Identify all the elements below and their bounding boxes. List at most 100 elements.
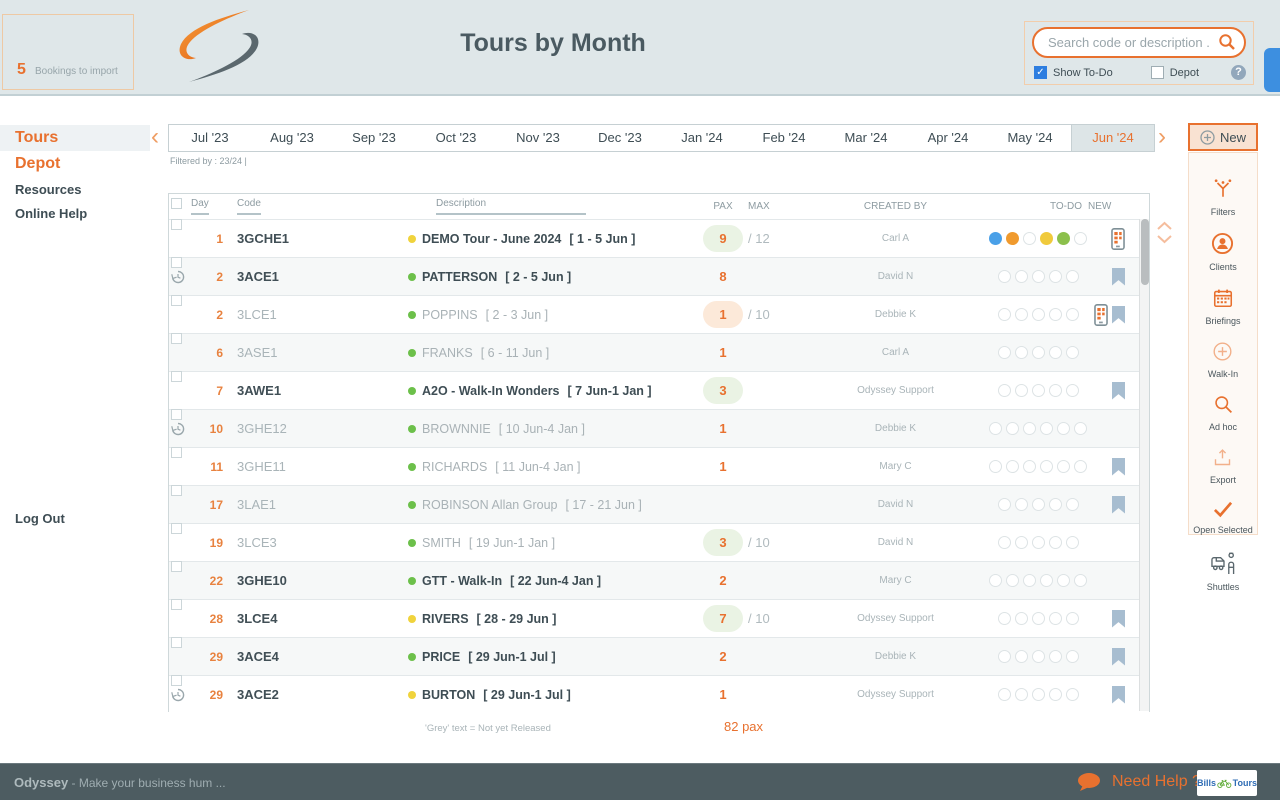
months-prev-icon[interactable]: ‹ bbox=[151, 123, 159, 150]
month-tab[interactable]: Dec '23 bbox=[598, 130, 642, 145]
todo-dot[interactable] bbox=[989, 422, 1002, 435]
todo-dot[interactable] bbox=[1048, 536, 1062, 549]
todo-dot[interactable] bbox=[1014, 498, 1028, 511]
todo-dot[interactable] bbox=[1040, 460, 1053, 473]
todo-dot[interactable] bbox=[1014, 270, 1028, 283]
table-row[interactable]: 6 3ASE1 FRANKS[ 6 - 11 Jun ] 1 Carl A bbox=[169, 333, 1149, 371]
bookmark-icon[interactable] bbox=[1112, 457, 1125, 476]
todo-dot[interactable] bbox=[1057, 574, 1070, 587]
col-header-day[interactable]: Day bbox=[191, 198, 223, 215]
todo-dot[interactable] bbox=[989, 460, 1002, 473]
tool-filters[interactable]: Filters bbox=[1211, 177, 1235, 217]
table-row[interactable]: 29 3ACE4 PRICE[ 29 Jun-1 Jul ] 2 Debbie K bbox=[169, 637, 1149, 675]
todo-dot[interactable] bbox=[997, 308, 1011, 321]
col-header-code[interactable]: Code bbox=[223, 198, 408, 215]
todo-dot[interactable] bbox=[1074, 460, 1087, 473]
depot-checkbox[interactable] bbox=[1150, 66, 1164, 79]
bookmark-icon[interactable] bbox=[1112, 647, 1125, 666]
todo-dot[interactable] bbox=[1014, 612, 1028, 625]
todo-dot[interactable] bbox=[997, 270, 1011, 283]
month-tab[interactable]: Jun '24 bbox=[1071, 125, 1154, 151]
todo-dot[interactable] bbox=[1031, 270, 1045, 283]
todo-dot[interactable] bbox=[1031, 308, 1045, 321]
todo-dot[interactable] bbox=[1048, 384, 1062, 397]
todo-dot[interactable] bbox=[1031, 650, 1045, 663]
search-icon[interactable] bbox=[1218, 33, 1236, 56]
todo-dot[interactable] bbox=[1023, 574, 1036, 587]
todo-dot[interactable] bbox=[1014, 346, 1028, 359]
row-checkbox[interactable] bbox=[171, 409, 182, 420]
todo-dot[interactable] bbox=[1074, 574, 1087, 587]
todo-dot[interactable] bbox=[1006, 574, 1019, 587]
row-checkbox[interactable] bbox=[171, 333, 182, 344]
todo-dot[interactable] bbox=[1048, 650, 1062, 663]
show-todo-checkbox[interactable]: ✓ bbox=[1034, 66, 1047, 79]
todo-dot[interactable] bbox=[1031, 384, 1045, 397]
month-tab[interactable]: Nov '23 bbox=[516, 130, 560, 145]
todo-dot[interactable] bbox=[989, 574, 1002, 587]
todo-dot[interactable] bbox=[1031, 346, 1045, 359]
todo-dot[interactable] bbox=[1048, 308, 1062, 321]
todo-dot[interactable] bbox=[997, 688, 1011, 701]
table-row[interactable]: 29 3ACE2 BURTON[ 29 Jun-1 Jul ] 1 Odyssey Su… bbox=[169, 675, 1149, 713]
table-row[interactable]: 1 3GCHE1 DEMO Tour - June 2024[ 1 - 5 Jun … bbox=[169, 219, 1149, 257]
todo-dot[interactable] bbox=[1006, 460, 1019, 473]
todo-dot[interactable] bbox=[1065, 650, 1079, 663]
tool-walk-in[interactable]: Walk-In bbox=[1208, 341, 1238, 379]
bookmark-icon[interactable] bbox=[1112, 267, 1125, 286]
todo-dot[interactable] bbox=[1065, 384, 1079, 397]
sidebar-item-tours[interactable]: Tours bbox=[0, 125, 150, 151]
help-icon[interactable]: ? bbox=[1231, 65, 1246, 80]
todo-dot[interactable] bbox=[1031, 498, 1045, 511]
todo-dot[interactable] bbox=[1048, 612, 1062, 625]
table-row[interactable]: 10 3GHE12 BROWNNIE[ 10 Jun-4 Jan ] 1 Debbie … bbox=[169, 409, 1149, 447]
month-tab[interactable]: Aug '23 bbox=[270, 130, 314, 145]
row-checkbox[interactable] bbox=[171, 295, 182, 306]
sidebar-item-online-help[interactable]: Online Help bbox=[15, 206, 88, 221]
todo-dot[interactable] bbox=[1040, 422, 1053, 435]
todo-dot[interactable] bbox=[1057, 460, 1070, 473]
todo-dot[interactable] bbox=[1040, 232, 1053, 245]
tool-open-selected[interactable]: Open Selected bbox=[1193, 500, 1253, 535]
todo-dot[interactable] bbox=[1031, 536, 1045, 549]
todo-dot[interactable] bbox=[1048, 688, 1062, 701]
todo-dot[interactable] bbox=[1014, 308, 1028, 321]
table-row[interactable]: 2 3LCE1 POPPINS[ 2 - 3 Jun ] 1/ 10 Debbie K bbox=[169, 295, 1149, 333]
todo-dot[interactable] bbox=[1065, 346, 1079, 359]
tool-export[interactable]: Export bbox=[1210, 447, 1236, 485]
tool-briefings[interactable]: Briefings bbox=[1205, 287, 1241, 326]
todo-dot[interactable] bbox=[1031, 612, 1045, 625]
todo-dot[interactable] bbox=[1006, 422, 1019, 435]
todo-dot[interactable] bbox=[989, 232, 1002, 245]
todo-dot[interactable] bbox=[1014, 384, 1028, 397]
scroll-up-icon[interactable] bbox=[1156, 221, 1173, 231]
todo-dot[interactable] bbox=[1040, 574, 1053, 587]
todo-dot[interactable] bbox=[1006, 232, 1019, 245]
tool-shuttles[interactable]: Shuttles bbox=[1207, 550, 1239, 592]
todo-dot[interactable] bbox=[997, 384, 1011, 397]
todo-dot[interactable] bbox=[1014, 536, 1028, 549]
todo-dot[interactable] bbox=[1065, 612, 1079, 625]
row-checkbox[interactable] bbox=[171, 523, 182, 534]
bookmark-icon[interactable] bbox=[1112, 381, 1125, 400]
todo-dot[interactable] bbox=[1065, 308, 1079, 321]
month-tab[interactable]: Apr '24 bbox=[927, 130, 969, 145]
todo-dot[interactable] bbox=[997, 650, 1011, 663]
tool-clients[interactable]: Clients bbox=[1209, 232, 1237, 272]
new-tour-button[interactable]: New bbox=[1188, 123, 1258, 151]
row-checkbox[interactable] bbox=[171, 371, 182, 382]
table-row[interactable]: 11 3GHE11 RICHARDS[ 11 Jun-4 Jan ] 1 Mary C bbox=[169, 447, 1149, 485]
row-checkbox[interactable] bbox=[171, 599, 182, 610]
todo-dot[interactable] bbox=[1065, 498, 1079, 511]
todo-dot[interactable] bbox=[997, 612, 1011, 625]
search-input[interactable] bbox=[1032, 27, 1246, 58]
month-tab[interactable]: Mar '24 bbox=[844, 130, 888, 145]
todo-dot[interactable] bbox=[1065, 270, 1079, 283]
row-checkbox[interactable] bbox=[171, 257, 182, 268]
sidebar-item-depot[interactable]: Depot bbox=[15, 155, 61, 172]
todo-dot[interactable] bbox=[1074, 232, 1087, 245]
todo-dot[interactable] bbox=[1065, 536, 1079, 549]
month-tab[interactable]: Sep '23 bbox=[352, 130, 396, 145]
sidebar-item-resources[interactable]: Resources bbox=[15, 182, 82, 197]
bookmark-icon[interactable] bbox=[1112, 495, 1125, 514]
